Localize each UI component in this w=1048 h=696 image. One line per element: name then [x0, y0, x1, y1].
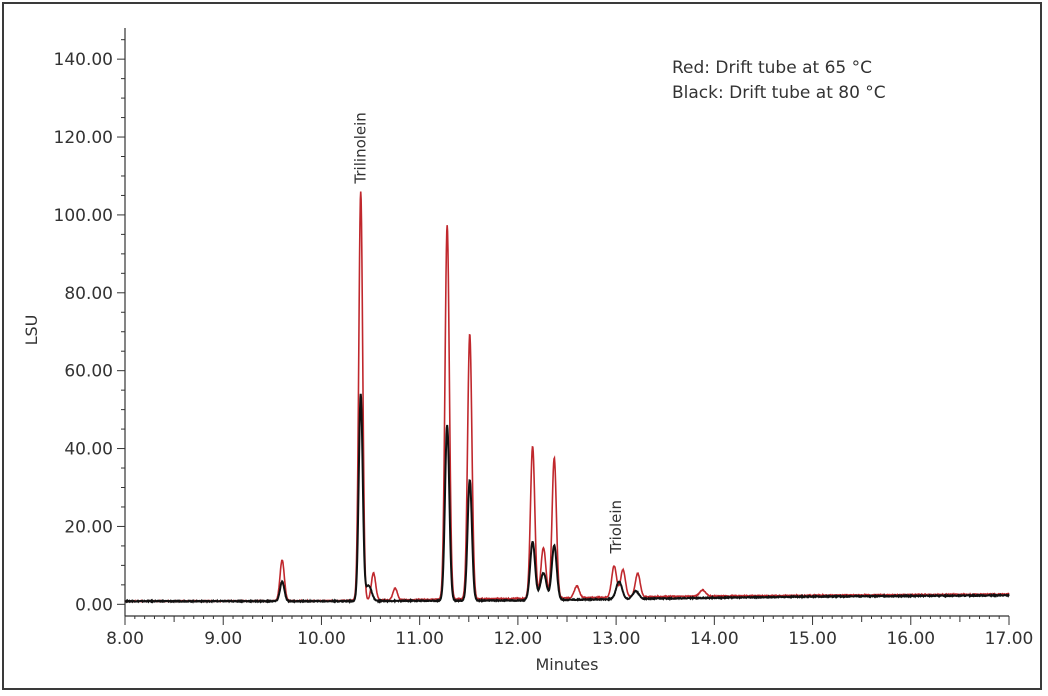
annotation-layer: Trilinolein Triolein: [352, 112, 625, 554]
y-tick-label: 0.00: [75, 595, 113, 615]
legend-black-entry: Black: Drift tube at 80 °C: [672, 83, 886, 103]
trilinolein-label: Trilinolein: [352, 112, 370, 184]
y-tick-label: 40.00: [64, 440, 113, 460]
x-tick-label: 9.00: [204, 629, 242, 649]
series-layer: [124, 191, 1010, 604]
x-tick-label: 17.00: [985, 629, 1034, 649]
x-tick-label: 10.00: [297, 629, 346, 649]
x-tick-label: 13.00: [592, 629, 641, 649]
axes-layer: 0.00 20.00 40.00 60.00 80.00 100.00 120.00 140.…: [54, 28, 1034, 649]
y-tick-label: 80.00: [64, 284, 113, 304]
x-tick-label: 11.00: [395, 629, 444, 649]
legend-red-entry: Red: Drift tube at 65 °C: [672, 58, 872, 78]
y-tick-label: 140.00: [54, 50, 113, 70]
triolein-label: Triolein: [607, 500, 625, 555]
red-trace-65c: [124, 191, 1010, 603]
x-axis-label: Minutes: [536, 655, 599, 674]
y-tick-label: 60.00: [64, 362, 113, 382]
y-tick-label: 120.00: [54, 128, 113, 148]
x-tick-label: 12.00: [494, 629, 543, 649]
x-tick-label: 8.00: [106, 629, 144, 649]
x-tick-label: 15.00: [788, 629, 837, 649]
black-trace-80c: [124, 393, 1010, 604]
y-axis-label: LSU: [22, 315, 41, 346]
y-tick-label: 100.00: [54, 206, 113, 226]
y-tick-label: 20.00: [64, 517, 113, 537]
x-tick-label: 14.00: [690, 629, 739, 649]
x-tick-label: 16.00: [886, 629, 935, 649]
